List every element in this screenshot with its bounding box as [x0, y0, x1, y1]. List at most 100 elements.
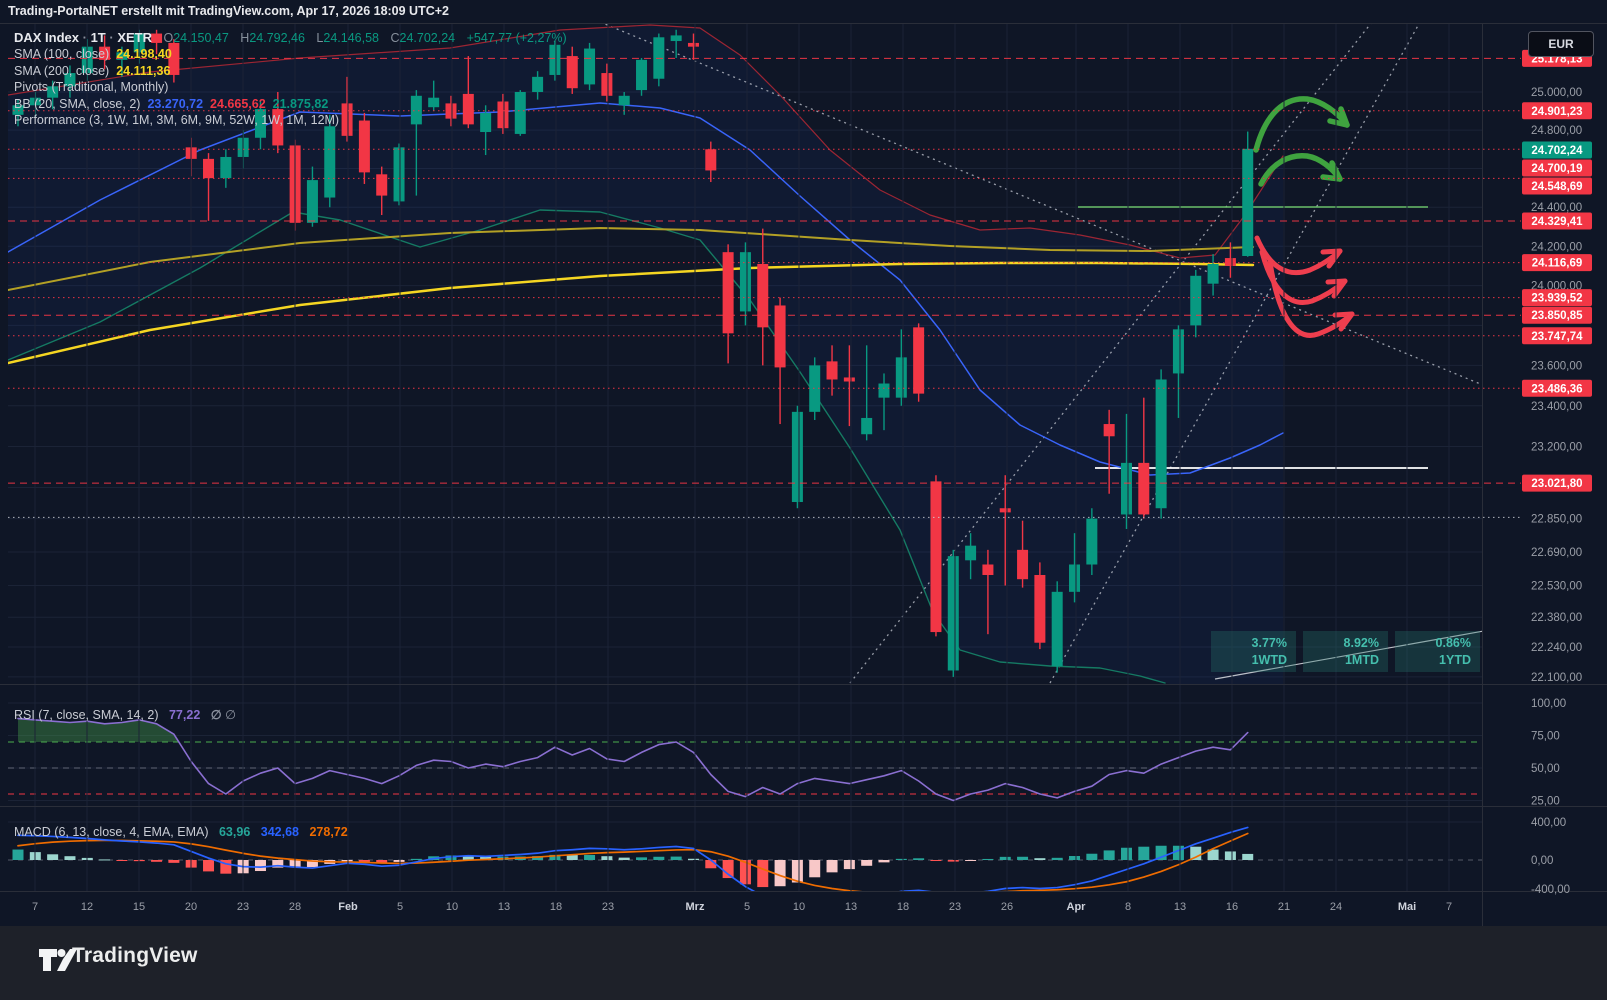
date-axis-label: 5: [397, 901, 403, 913]
symbol-legend-row[interactable]: DAX Index · 1T · XETR O24.150,47 H24.792…: [14, 30, 567, 45]
indicator-legend-row[interactable]: SMA (100, close) 24.198,40: [14, 46, 567, 62]
pivot-price-badge: 23.021,80: [1531, 478, 1582, 490]
date-axis-label: 21: [1278, 901, 1290, 913]
price-axis-label: 22.100,00: [1531, 672, 1582, 684]
main-legend: DAX Index · 1T · XETR O24.150,47 H24.792…: [14, 30, 567, 128]
indicator-legend-row[interactable]: BB (20, SMA, close, 2) 23.270,72 24.665,62…: [14, 96, 567, 112]
price-axis-label: 23.600,00: [1531, 360, 1582, 372]
price-axis-label: 24.400,00: [1531, 202, 1582, 214]
date-axis-label: 13: [845, 901, 857, 913]
pivot-price-badge: 23.747,74: [1531, 331, 1583, 343]
rsi-axis-label: 25,00: [1531, 796, 1560, 808]
price-axis-label: 25.000,00: [1531, 87, 1582, 99]
chart-header-title: Trading-PortalNET erstellt mit TradingVi…: [8, 4, 449, 18]
performance-badge-1ytd: 0.86% 1YTD: [1395, 631, 1480, 672]
price-axis-label: 22.850,00: [1531, 514, 1582, 526]
date-axis-label: 18: [550, 901, 562, 913]
indicator-value: 24.111,36: [116, 63, 171, 78]
macd-hist-value: 63,96: [218, 825, 251, 839]
date-axis-label: 18: [897, 901, 909, 913]
macd-signal-value: 278,72: [309, 825, 348, 839]
date-axis-label: 8: [1125, 901, 1131, 913]
rsi-axis-label: 50,00: [1531, 763, 1560, 775]
date-axis-label: 7: [32, 901, 38, 913]
indicator-value: 21.875,82: [272, 96, 329, 111]
date-axis-label: 23: [602, 901, 614, 913]
high-value: 24.792,46: [249, 31, 305, 45]
date-axis-label: 13: [498, 901, 510, 913]
date-axis-label: 26: [1001, 901, 1013, 913]
performance-badge-1mtd: 8.92% 1MTD: [1303, 631, 1388, 672]
price-axis-label: 22.690,00: [1531, 547, 1582, 559]
performance-badge-1wtd: 3.77% 1WTD: [1211, 631, 1296, 672]
date-axis-label: 5: [744, 901, 750, 913]
tradingview-brand-text[interactable]: TradingView: [72, 944, 198, 967]
pivot-price-badge: 23.486,36: [1531, 383, 1582, 395]
date-axis-label: 15: [133, 901, 145, 913]
date-axis-label: 23: [237, 901, 249, 913]
pivot-price-badge: 24.700,19: [1531, 163, 1582, 175]
macd-axis-label: 0,00: [1531, 855, 1553, 867]
rsi-axis-label: 100,00: [1531, 698, 1566, 710]
tradingview-logo-icon[interactable]: [38, 945, 78, 975]
indicator-value: 24.198,40: [116, 47, 172, 62]
price-axis-label: 22.530,00: [1531, 581, 1582, 593]
price-axis-label: 22.240,00: [1531, 642, 1582, 654]
indicator-legend-row[interactable]: SMA (200, close) 24.111,36: [14, 63, 567, 79]
price-axis-label: 23.400,00: [1531, 401, 1582, 413]
date-axis-label: 16: [1226, 901, 1238, 913]
indicator-value: 23.270,72: [147, 96, 204, 111]
indicator-value: 24.665,62: [210, 96, 266, 111]
macd-line-value: 342,68: [260, 825, 299, 839]
indicator-legend-row[interactable]: Pivots (Traditional, Monthly): [14, 79, 567, 95]
date-axis-label: Feb: [338, 901, 358, 913]
footer-bar: TradingView: [0, 926, 1607, 1000]
date-axis-label: 10: [446, 901, 458, 913]
pivot-price-badge: 25.178,13: [1531, 53, 1582, 65]
date-axis-label: 12: [81, 901, 93, 913]
pivot-price-badge: 23.939,52: [1531, 293, 1582, 305]
date-axis-label: 20: [185, 901, 197, 913]
rsi-legend[interactable]: RSI (7, close, SMA, 14, 2) 77,22 ∅ ∅: [14, 708, 237, 722]
date-axis-label: 28: [289, 901, 301, 913]
date-axis-label: Mai: [1398, 901, 1416, 913]
pivot-price-badge: 24.116,69: [1532, 258, 1583, 270]
open-value: 24.150,47: [173, 31, 229, 45]
indicator-name: SMA (100, close): [14, 47, 110, 62]
pivot-price-badge: 24.901,23: [1531, 106, 1582, 118]
pivot-price-badge: 24.329,41: [1531, 216, 1583, 228]
indicator-name: Pivots (Traditional, Monthly): [14, 80, 169, 95]
symbol-name: DAX Index: [14, 30, 80, 45]
date-axis-label: 10: [793, 901, 805, 913]
date-axis-label: 23: [949, 901, 961, 913]
price-axis-label: 24.800,00: [1531, 125, 1582, 137]
date-axis-label: Apr: [1067, 901, 1087, 913]
price-axis-label: 22.380,00: [1531, 612, 1582, 624]
change-value: +547,77 (+2,27%): [466, 31, 567, 45]
macd-legend[interactable]: MACD (6, 13, close, 4, EMA, EMA) 63,96 3…: [14, 825, 348, 839]
low-value: 24.146,58: [323, 31, 379, 45]
date-axis-label: 24: [1330, 901, 1342, 913]
rsi-value: 77,22: [168, 708, 201, 722]
indicator-legend-row[interactable]: Performance (3, 1W, 1M, 3M, 6M, 9M, 52W,…: [14, 112, 567, 128]
pivot-price-badge: 23.850,85: [1531, 310, 1583, 322]
rsi-axis-label: 75,00: [1531, 731, 1560, 743]
indicator-name: BB (20, SMA, close, 2): [14, 96, 141, 111]
macd-axis-label: 400,00: [1531, 817, 1566, 829]
date-axis-label: 7: [1446, 901, 1452, 913]
indicator-name: Performance (3, 1W, 1M, 3M, 6M, 9M, 52W,…: [14, 113, 340, 128]
pivot-price-badge: 24.548,69: [1531, 181, 1582, 193]
date-axis-label: Mrz: [686, 901, 705, 913]
price-axis-label: 23.200,00: [1531, 441, 1582, 453]
interval[interactable]: 1T: [90, 30, 106, 45]
exchange: XETR: [117, 30, 152, 45]
currency-button[interactable]: EUR: [1528, 31, 1594, 57]
price-axis-label: 24.200,00: [1531, 241, 1582, 253]
macd-axis-label: -400,00: [1531, 884, 1570, 896]
date-axis-label: 13: [1174, 901, 1186, 913]
indicator-name: SMA (200, close): [14, 63, 110, 78]
current-price-badge: 24.702,24: [1531, 145, 1583, 157]
close-value: 24.702,24: [399, 31, 456, 45]
